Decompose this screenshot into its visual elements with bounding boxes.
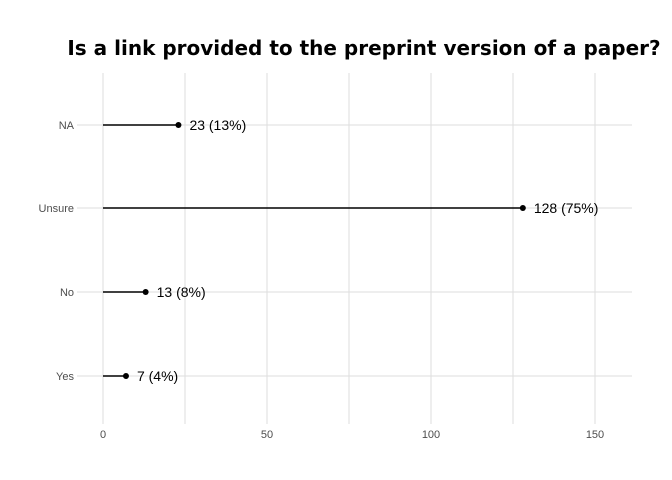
- x-axis-labels: 0 50 100 150: [100, 429, 604, 441]
- lollipop-point: [142, 289, 149, 295]
- y-axis-labels: NA Unsure No Yes: [39, 120, 75, 383]
- y-tick-label: NA: [59, 120, 75, 132]
- y-tick-label: Unsure: [39, 203, 74, 215]
- lollipop-point: [122, 373, 129, 379]
- x-tick-label: 150: [586, 429, 604, 441]
- lollipop-point: [175, 122, 182, 128]
- y-tick-label: No: [60, 287, 74, 299]
- data-label: 23 (13%): [189, 117, 246, 133]
- x-tick-label: 0: [100, 429, 106, 441]
- lollipop-point: [519, 205, 526, 211]
- data-label: 13 (8%): [157, 284, 206, 300]
- data-label: 7 (4%): [137, 368, 178, 384]
- x-tick-label: 50: [261, 429, 273, 441]
- data-labels: 23 (13%) 128 (75%) 13 (8%) 7 (4%): [137, 117, 598, 384]
- x-tick-label: 100: [422, 429, 440, 441]
- chart-title: Is a link provided to the preprint versi…: [67, 36, 660, 60]
- y-tick-label: Yes: [56, 371, 74, 383]
- data-label: 128 (75%): [534, 200, 599, 216]
- stems: [103, 122, 526, 379]
